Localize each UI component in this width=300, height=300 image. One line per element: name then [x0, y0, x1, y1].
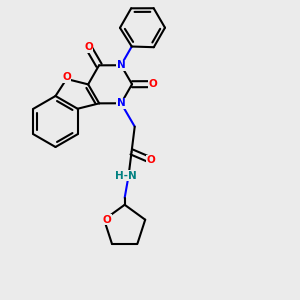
Text: O: O [146, 155, 155, 165]
Text: O: O [149, 79, 158, 89]
Text: O: O [62, 73, 71, 82]
Text: H-N: H-N [115, 171, 136, 181]
Text: O: O [103, 215, 112, 225]
Text: O: O [84, 42, 93, 52]
Text: N: N [117, 98, 125, 108]
Text: N: N [117, 60, 125, 70]
